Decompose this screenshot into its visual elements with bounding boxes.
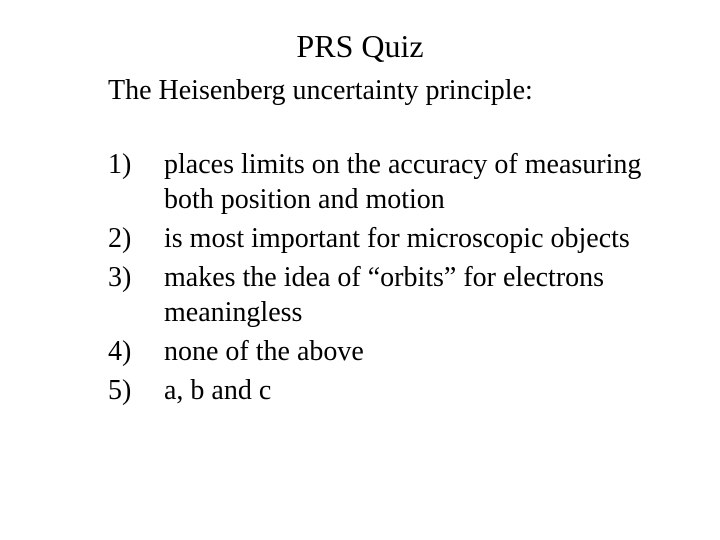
slide-title: PRS Quiz: [60, 28, 660, 65]
quiz-slide: PRS Quiz The Heisenberg uncertainty prin…: [0, 0, 720, 540]
option-text: makes the idea of “orbits” for electrons…: [164, 260, 660, 330]
option-text: a, b and c: [164, 373, 660, 408]
option-row: 2) is most important for microscopic obj…: [108, 221, 660, 256]
quiz-prompt: The Heisenberg uncertainty principle:: [60, 75, 660, 107]
option-number: 5): [108, 373, 164, 408]
option-text: is most important for microscopic object…: [164, 221, 660, 256]
option-text: none of the above: [164, 334, 660, 369]
option-row: 1) places limits on the accuracy of meas…: [108, 147, 660, 217]
option-row: 4) none of the above: [108, 334, 660, 369]
option-row: 5) a, b and c: [108, 373, 660, 408]
option-number: 3): [108, 260, 164, 295]
option-number: 1): [108, 147, 164, 182]
options-list: 1) places limits on the accuracy of meas…: [60, 147, 660, 408]
option-text: places limits on the accuracy of measuri…: [164, 147, 660, 217]
option-number: 2): [108, 221, 164, 256]
option-number: 4): [108, 334, 164, 369]
option-row: 3) makes the idea of “orbits” for electr…: [108, 260, 660, 330]
